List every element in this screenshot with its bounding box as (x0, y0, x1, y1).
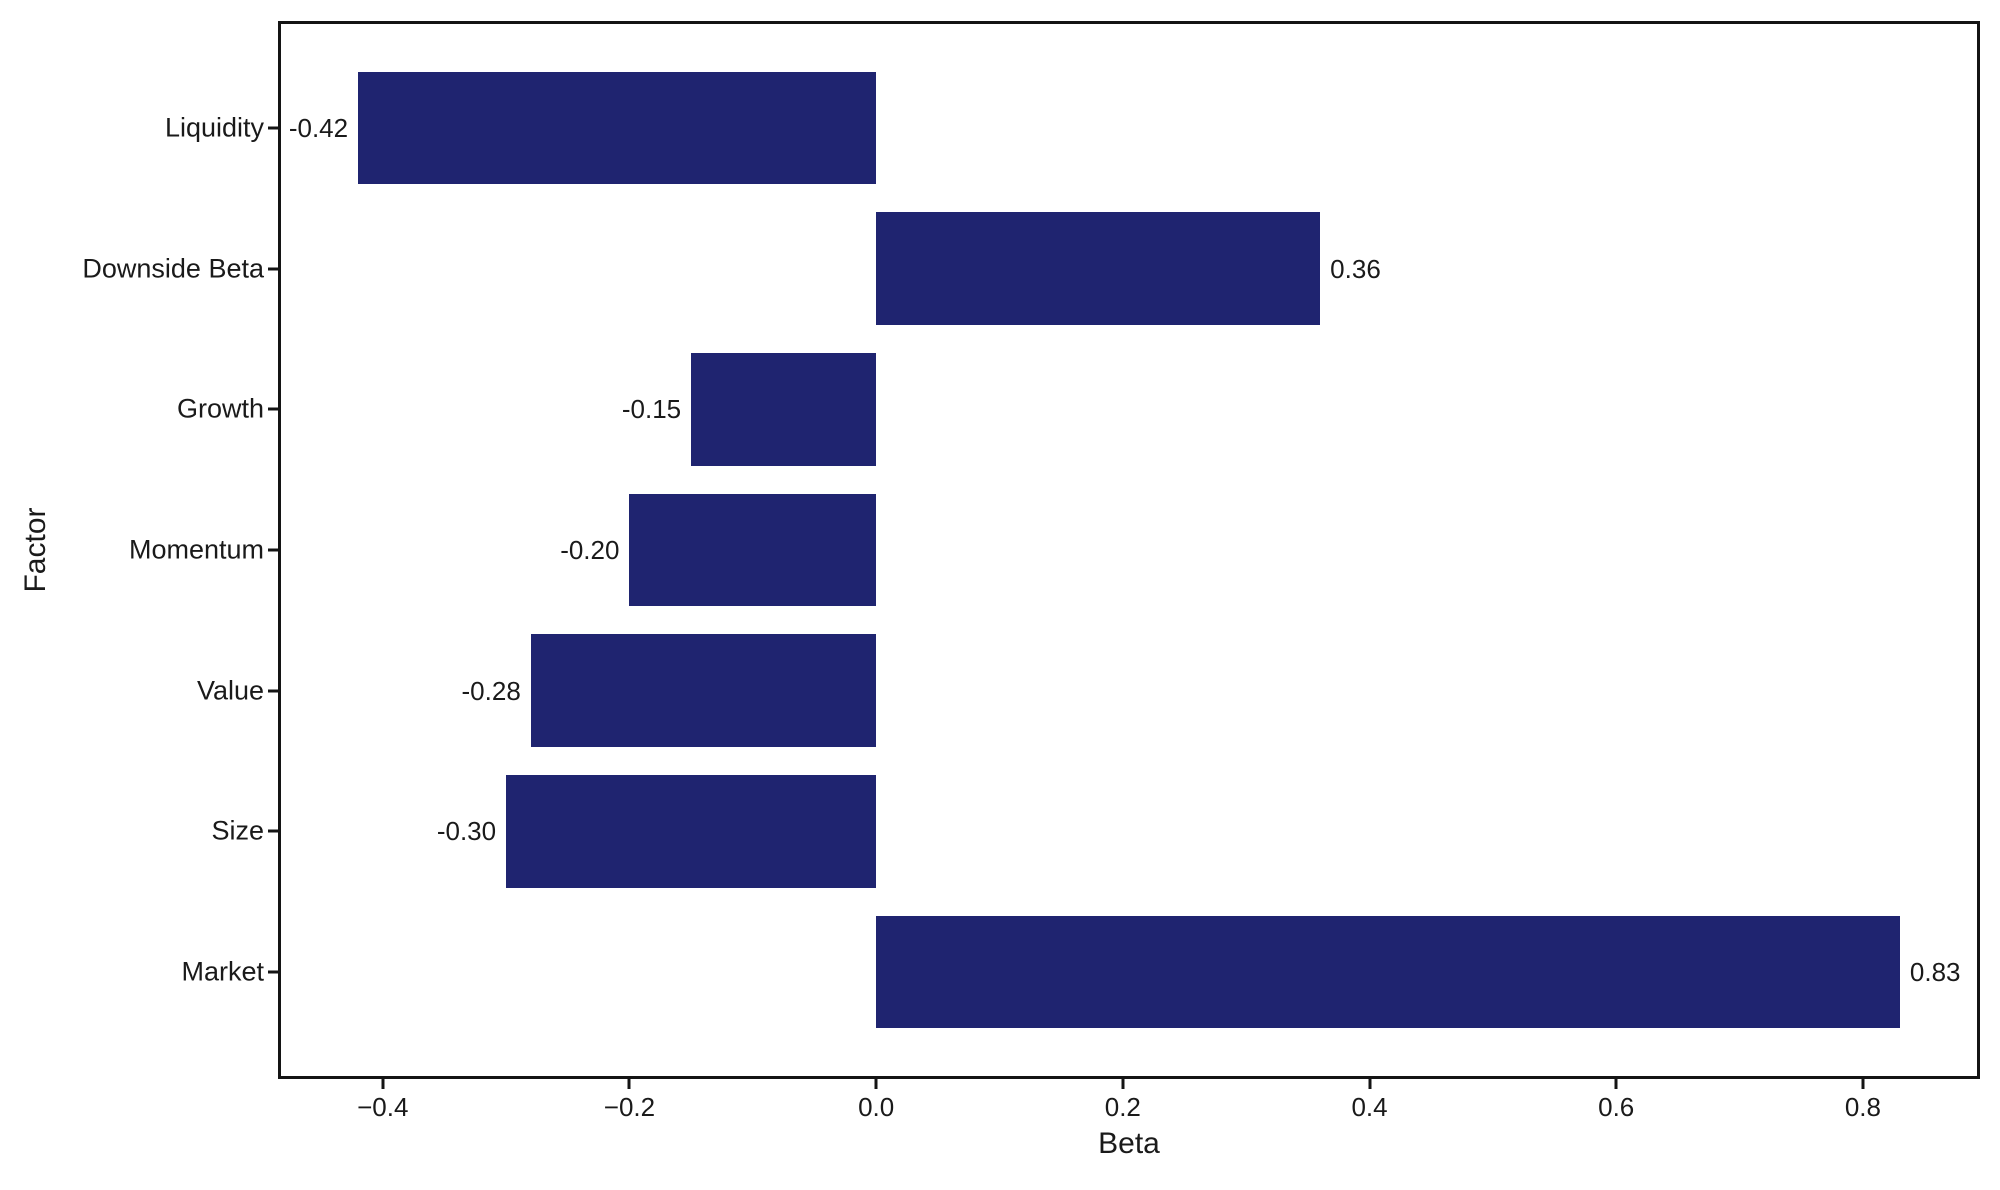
x-tick-mark (1368, 1079, 1372, 1089)
bar-growth (691, 353, 877, 466)
y-tick-mark (268, 689, 278, 693)
bar-value (530, 634, 877, 747)
bar-value-label: 0.36 (1330, 253, 1381, 284)
x-tick-label: −0.2 (603, 1092, 656, 1122)
y-tick-mark (268, 548, 278, 552)
x-axis-label: Beta (1098, 1127, 1160, 1160)
y-tick-mark (268, 126, 278, 130)
x-tick-mark (1614, 1079, 1618, 1089)
y-tick-mark (268, 970, 278, 974)
bar-value-label: -0.20 (560, 535, 620, 565)
x-tick-mark (381, 1079, 385, 1089)
bar-size (506, 775, 877, 888)
bar-value-label: -0.28 (461, 675, 521, 706)
y-tick-mark (268, 267, 278, 271)
bar-momentum (629, 493, 877, 607)
bar-value-label: 0.83 (1909, 956, 1961, 987)
bar-downside-beta (876, 212, 1321, 325)
x-tick-label: 0.0 (858, 1092, 895, 1122)
bar-value-label: -0.30 (436, 816, 497, 847)
bar-market (876, 915, 1900, 1029)
bar-value-label: -0.42 (288, 113, 349, 144)
y-tick-mark (268, 407, 278, 411)
x-tick-label: −0.4 (357, 1092, 409, 1122)
y-tick-label-momentum: Momentum (128, 534, 264, 565)
bar-value-label: -0.15 (621, 394, 682, 425)
x-tick-label: 0.8 (1844, 1092, 1881, 1122)
x-tick-mark (874, 1079, 878, 1089)
y-tick-label-size: Size (211, 815, 264, 846)
y-tick-mark (268, 829, 278, 833)
y-tick-label-value: Value (196, 675, 264, 706)
y-tick-label-liquidity: Liquidity (164, 112, 264, 143)
x-tick-label: 0.6 (1598, 1092, 1635, 1122)
y-axis-label: Factor (19, 507, 52, 593)
x-tick-mark (1861, 1079, 1865, 1089)
x-tick-label: 0.2 (1104, 1092, 1141, 1122)
x-tick-label: 0.4 (1351, 1092, 1388, 1122)
y-tick-label-downside-beta: Downside Beta (82, 253, 264, 284)
y-tick-label-market: Market (181, 956, 264, 987)
y-tick-label-growth: Growth (176, 393, 264, 424)
plot-area: -0.42 Liquidity 0.36 Downside Beta -0.15 Grow… (82, 21, 1980, 1120)
x-tick-mark (627, 1079, 631, 1089)
bar-liquidity (358, 71, 877, 185)
x-tick-mark (1121, 1079, 1125, 1089)
